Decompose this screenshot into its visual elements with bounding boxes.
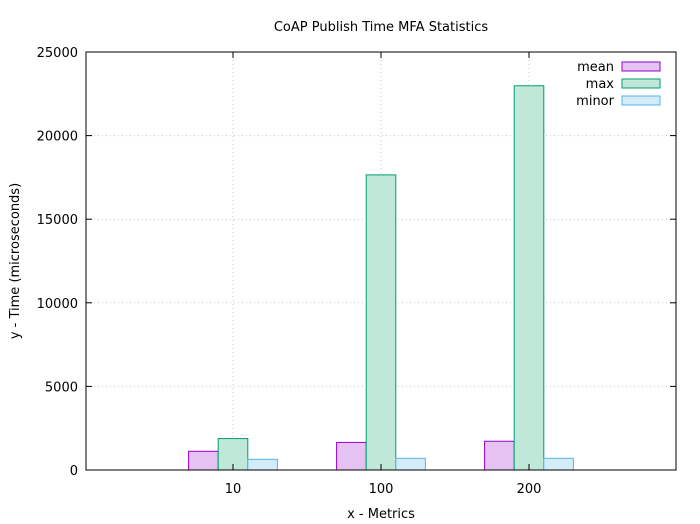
legend-label: max [586, 77, 615, 92]
bar-mean [484, 440, 515, 471]
legend: mean max minor [576, 60, 661, 109]
x-tick-label: 100 [369, 482, 394, 497]
y-tick-label: 15000 [37, 213, 78, 228]
legend-label: minor [576, 94, 614, 109]
bar-mean [188, 450, 219, 471]
y-tick-label: 25000 [37, 46, 78, 61]
x-axis-ticks: 10 100 200 [225, 52, 542, 497]
bars [188, 85, 574, 471]
y-axis-ticks: 0 5000 10000 15000 20000 25000 [37, 46, 676, 479]
legend-swatch-mean [621, 61, 661, 72]
bar-minor [543, 457, 574, 471]
bar-max [365, 174, 397, 471]
bar-mean [336, 441, 367, 471]
x-axis-label: x - Metrics [347, 507, 415, 522]
x-tick-label: 200 [517, 482, 542, 497]
bar-minor [247, 458, 278, 471]
y-tick-label: 20000 [37, 130, 78, 145]
legend-swatch-max [621, 78, 661, 89]
legend-swatch-minor [621, 95, 661, 106]
y-tick-label: 10000 [37, 297, 78, 312]
bar-minor [395, 457, 426, 471]
bar-max [513, 85, 545, 471]
y-axis-label: y - Time (microseconds) [8, 183, 23, 339]
chart-title: CoAP Publish Time MFA Statistics [274, 20, 488, 35]
y-tick-label: 5000 [45, 380, 78, 395]
legend-label: mean [577, 60, 614, 75]
y-tick-label: 0 [70, 464, 78, 479]
x-tick-label: 10 [225, 482, 242, 497]
